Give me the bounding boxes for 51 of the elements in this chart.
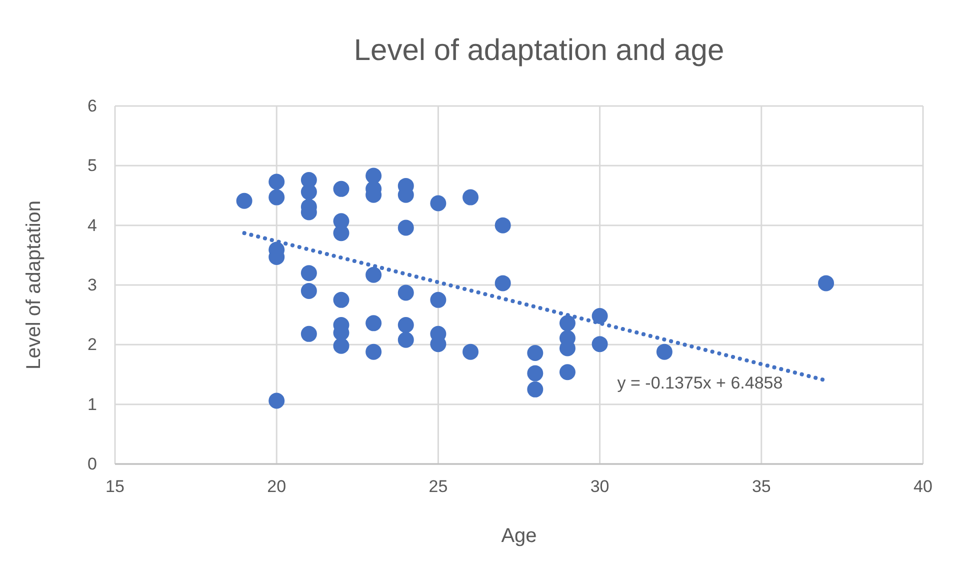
y-tick-label: 5 xyxy=(88,156,97,176)
point xyxy=(527,365,544,382)
point xyxy=(592,336,608,352)
point xyxy=(366,315,382,332)
x-tick-label: 35 xyxy=(752,477,771,496)
point xyxy=(592,308,608,324)
point xyxy=(398,332,414,348)
point xyxy=(333,180,350,197)
point xyxy=(559,364,576,380)
point xyxy=(236,192,252,209)
point xyxy=(494,217,511,234)
x-tick-label: 15 xyxy=(106,477,124,496)
point xyxy=(366,266,382,283)
y-tick-label: 2 xyxy=(88,335,97,354)
y-tick-label: 1 xyxy=(88,394,97,414)
point xyxy=(268,189,285,206)
x-tick-label: 20 xyxy=(267,477,286,496)
y-tick-label: 0 xyxy=(88,454,97,474)
point xyxy=(268,392,285,409)
point xyxy=(333,292,350,308)
point xyxy=(398,316,414,333)
point xyxy=(333,338,350,354)
point xyxy=(527,381,544,398)
x-axis-title: Age xyxy=(501,525,537,547)
point xyxy=(398,220,414,236)
point xyxy=(333,225,350,242)
point xyxy=(398,284,414,301)
point xyxy=(300,282,317,299)
point xyxy=(818,275,834,292)
point xyxy=(559,315,576,332)
point xyxy=(430,292,446,308)
point xyxy=(430,195,446,212)
y-tick-label: 6 xyxy=(88,96,97,116)
point xyxy=(300,326,317,342)
point xyxy=(462,344,479,360)
y-tick-label: 3 xyxy=(88,276,97,294)
point xyxy=(366,344,382,360)
point xyxy=(494,275,511,292)
annotation: y = -0.1375x + 6.4858 xyxy=(617,374,783,392)
point xyxy=(527,345,544,362)
point xyxy=(268,174,285,190)
point xyxy=(462,189,479,206)
point xyxy=(300,265,317,282)
y-tick-label: 4 xyxy=(88,216,97,235)
point xyxy=(366,168,382,184)
x-tick-label: 40 xyxy=(914,477,932,496)
point xyxy=(656,344,672,360)
x-tick-label: 30 xyxy=(590,477,610,496)
chart-title: Level of adaptation and age xyxy=(354,34,724,67)
y-axis-title: Level of adaptation xyxy=(23,200,45,370)
x-tick-label: 25 xyxy=(428,477,448,496)
